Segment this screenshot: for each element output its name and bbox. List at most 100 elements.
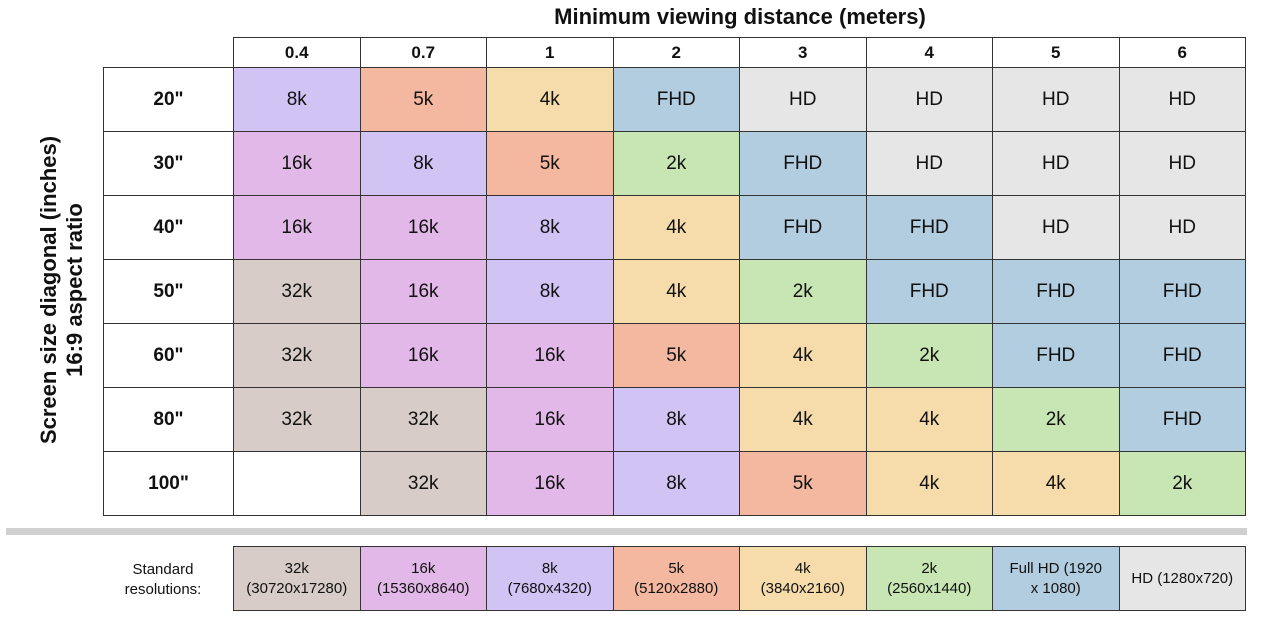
table-cell: 16k [359, 195, 487, 260]
table-row: 80" 32k 32k 16k 8k 4k 4k 2k FHD [103, 387, 1246, 452]
table-cell: FHD [739, 131, 867, 196]
legend-item: 16k (15360x8640) [359, 546, 487, 611]
table-cell: 32k [359, 387, 487, 452]
divider [6, 528, 1247, 535]
table-cell: FHD [1118, 259, 1246, 324]
legend-item: Full HD (1920 x 1080) [992, 546, 1120, 611]
legend-item-name: Full HD (1920 [1009, 559, 1103, 577]
table-cell: 8k [233, 67, 361, 132]
table-cell: 32k [359, 451, 487, 516]
table-row: 100" 32k 16k 8k 5k 4k 4k 2k [103, 451, 1246, 516]
table-cell: 16k [233, 131, 361, 196]
table-cell: 8k [612, 387, 740, 452]
column-header: 0.7 [359, 37, 487, 68]
legend-label: Standard resolutions: [124, 561, 202, 598]
column-header: 3 [739, 37, 867, 68]
legend-item: 8k (7680x4320) [486, 546, 614, 611]
legend-item-name: 8k [541, 559, 558, 577]
table-cell: 5k [359, 67, 487, 132]
table-cell: 8k [486, 195, 614, 260]
table-cell: HD [1118, 67, 1246, 132]
table-cell: 5k [486, 131, 614, 196]
legend-item-resolution: x 1080) [1030, 579, 1081, 597]
legend-item: 32k (30720x17280) [233, 546, 361, 611]
legend-item: HD (1280x720) [1118, 546, 1246, 611]
table-cell: FHD [992, 323, 1120, 388]
legend-item-name: 5k [668, 559, 685, 577]
table-cell: 4k [612, 259, 740, 324]
column-header: 6 [1118, 37, 1246, 68]
table-row: 60" 32k 16k 16k 5k 4k 2k FHD FHD [103, 323, 1246, 388]
legend-item-resolution: (2560x1440) [887, 579, 972, 597]
row-header: 50" [103, 259, 234, 324]
table-cell: FHD [865, 259, 993, 324]
table-corner [104, 38, 234, 68]
table-cell: 16k [486, 387, 614, 452]
table-cell: 8k [359, 131, 487, 196]
table-cell: 4k [739, 387, 867, 452]
legend-item-resolution: (7680x4320) [507, 579, 592, 597]
table-cell: HD [992, 195, 1120, 260]
table-row: 20" 8k 5k 4k FHD HD HD HD HD [103, 67, 1246, 132]
table-cell: 2k [612, 131, 740, 196]
table-cell: 5k [739, 451, 867, 516]
row-header: 100" [103, 451, 234, 516]
table-cell: HD [992, 67, 1120, 132]
y-axis-label-line1: Screen size diagonal (inches) [36, 135, 61, 445]
table-cell: 4k [612, 195, 740, 260]
table-cell: FHD [1118, 323, 1246, 388]
table-cell: 16k [359, 259, 487, 324]
y-axis-label-line2: 16:9 aspect ratio [62, 203, 87, 377]
table-row: 50" 32k 16k 8k 4k 2k FHD FHD FHD [103, 259, 1246, 324]
table-cell: FHD [992, 259, 1120, 324]
legend-item-resolution: (15360x8640) [376, 579, 470, 597]
table-cell: HD [865, 67, 993, 132]
legend: 32k (30720x17280) 16k (15360x8640) 8k (7680x4… [233, 546, 1246, 611]
table-cell: 8k [486, 259, 614, 324]
table-cell: 4k [739, 323, 867, 388]
legend-item-name: 4k [794, 559, 811, 577]
table-cell: HD [739, 67, 867, 132]
legend-item-name: 32k [284, 559, 309, 577]
table-cell: 2k [992, 387, 1120, 452]
table-cell: HD [992, 131, 1120, 196]
table-cell: 2k [865, 323, 993, 388]
row-header: 30" [103, 131, 234, 196]
resolution-table: 0.4 0.7 1 2 3 4 5 6 20" 8k 5k 4k FHD HD HD HD HD 30" 16k 8k… [103, 37, 1246, 516]
table-cell: 32k [233, 259, 361, 324]
table-cell: 5k [612, 323, 740, 388]
table-cell: 4k [992, 451, 1120, 516]
legend-item-resolution: (3840x2160) [760, 579, 845, 597]
table-cell: 8k [612, 451, 740, 516]
column-header: 2 [612, 37, 740, 68]
legend-item: 5k (5120x2880) [612, 546, 740, 611]
row-header: 80" [103, 387, 234, 452]
table-cell: 32k [233, 387, 361, 452]
legend-item-resolution: (30720x17280) [246, 579, 348, 597]
table-cell: FHD [739, 195, 867, 260]
table-cell: 4k [865, 387, 993, 452]
row-header: 20" [103, 67, 234, 132]
table-cell: 4k [486, 67, 614, 132]
column-header: 5 [992, 37, 1120, 68]
table-cell: 16k [359, 323, 487, 388]
y-axis-label: Screen size diagonal (inches) 16:9 aspec… [36, 136, 88, 444]
table-cell: 4k [865, 451, 993, 516]
legend-item-name: HD (1280x720) [1131, 569, 1234, 587]
table-cell: HD [1118, 195, 1246, 260]
column-header: 1 [486, 37, 614, 68]
table-cell: HD [1118, 131, 1246, 196]
legend-item-resolution: (5120x2880) [634, 579, 719, 597]
chart-title: Minimum viewing distance (meters) [554, 4, 926, 29]
table-row: 40" 16k 16k 8k 4k FHD FHD HD HD [103, 195, 1246, 260]
table-cell: 2k [739, 259, 867, 324]
column-header: 4 [865, 37, 993, 68]
table-cell: 16k [486, 323, 614, 388]
table-cell: 32k [233, 323, 361, 388]
table-cell: 2k [1118, 451, 1246, 516]
row-header: 60" [103, 323, 234, 388]
legend-item: 2k (2560x1440) [865, 546, 993, 611]
table-cell: 16k [486, 451, 614, 516]
legend-item: 4k (3840x2160) [739, 546, 867, 611]
table-cell: FHD [1118, 387, 1246, 452]
